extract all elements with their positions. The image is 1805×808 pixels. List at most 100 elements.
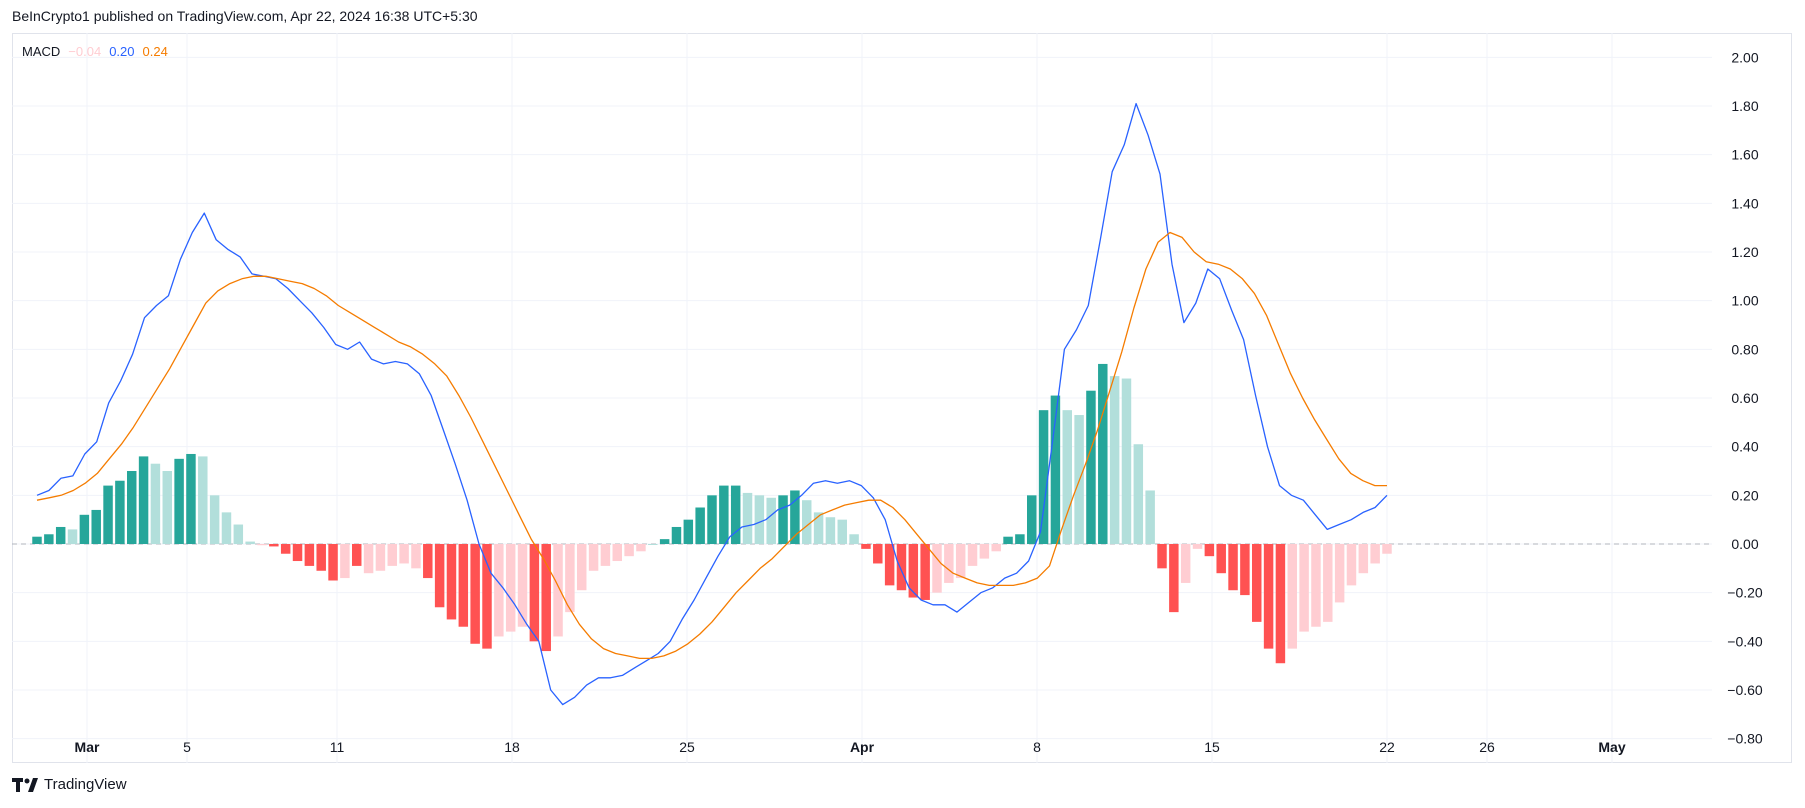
x-tick-label: 22 [1379,739,1395,755]
histogram-bar [825,517,836,544]
histogram-bar [802,500,812,544]
x-tick-label: Apr [850,739,875,755]
histogram-bar [316,544,326,571]
histogram-bar [1098,363,1108,544]
histogram-bar [1180,544,1191,583]
tradingview-logo[interactable]: TradingView [12,776,127,793]
y-tick-label: 1.20 [1731,244,1758,260]
histogram-bar [55,526,66,544]
histogram-bar [813,512,824,544]
histogram-bar [955,544,966,579]
histogram-bar [766,497,776,544]
histogram-bar [1145,490,1155,544]
y-tick-label: 0.20 [1731,487,1758,503]
histogram-bar [1050,395,1061,544]
histogram-bar [1252,544,1262,622]
y-tick-label: 0.80 [1731,341,1758,357]
signal-line [36,231,1387,660]
histogram-bar [245,541,255,544]
histogram-bar [1358,544,1369,574]
y-tick-label: −0.80 [1727,731,1763,747]
x-tick-label: May [1598,739,1625,755]
legend-macd-value: 0.20 [109,44,135,59]
histogram-bar [280,544,291,554]
histogram-bar [577,544,587,591]
histogram-bar [1027,495,1037,544]
macd-line [36,102,1388,706]
histogram-bar [1240,544,1250,596]
histogram-bar [494,544,504,637]
histogram-bar [127,471,137,544]
y-tick-label: 0.00 [1731,536,1758,552]
macd-legend[interactable]: MACD −0.04 0.20 0.24 [22,44,168,59]
histogram-bar [861,544,871,549]
histogram-bar [1263,544,1274,649]
histogram-bar [1204,544,1215,557]
histogram-bar [1287,544,1297,649]
histogram-bar [399,544,409,564]
histogram-bar [908,544,919,598]
histogram-bar [529,544,540,642]
y-tick-label: 2.00 [1731,49,1758,65]
histogram-bar [1370,544,1380,564]
histogram-bar [162,471,172,544]
histogram-bar [659,539,670,544]
histogram-bar [1228,544,1238,591]
histogram-bar [742,492,753,544]
histogram-bar [1382,544,1392,554]
histogram-bar [517,544,528,627]
histogram-bar [363,544,374,574]
histogram-bar [233,524,244,544]
histogram-bar [198,456,208,544]
histogram-bar [505,544,516,632]
histogram-bar [1121,378,1132,544]
histogram-bar [221,512,232,544]
histogram-bar [967,544,978,566]
x-tick-label: 5 [183,739,191,755]
histogram-bar [292,544,303,562]
histogram-bar [588,544,599,571]
histogram-bar [446,544,457,620]
histogram-bar [612,544,622,562]
histogram-bar [411,544,421,569]
histogram-bar [1346,544,1357,586]
histogram-bar [565,544,575,613]
x-tick-label: 25 [679,739,695,755]
x-tick-label: 11 [330,739,345,755]
published-caption: BeInCrypto1 published on TradingView.com… [12,8,478,24]
histogram-bar [79,514,90,544]
histogram-bar [304,544,315,566]
histogram-bar [1015,534,1025,544]
histogram-bar [754,495,765,544]
histogram-bar [636,544,646,552]
histogram-bar [174,458,184,544]
histogram-bar [1157,544,1167,569]
histogram-bar [138,456,149,544]
histogram-bar [1003,536,1013,544]
histogram-bar [849,534,859,544]
histogram-bar [434,544,445,608]
histogram-bar [328,544,338,581]
y-tick-label: 0.60 [1731,390,1758,406]
histogram-bar [1086,390,1096,544]
y-tick-label: 1.80 [1731,98,1758,114]
histogram-bar [884,544,895,586]
histogram-bar [1192,544,1203,549]
x-tick-label: 15 [1204,739,1220,755]
histogram-bar [624,544,634,557]
legend-histogram-value: −0.04 [68,44,102,59]
histogram-bar [707,495,717,544]
histogram-bar [1275,544,1286,664]
x-tick-label: Mar [75,739,100,755]
x-tick-label: 18 [504,739,520,755]
histogram-bar [423,544,433,579]
histogram-bar [671,526,682,544]
histogram-bar [553,544,563,637]
histogram-bar [730,485,741,544]
histogram-bar [1216,544,1226,574]
y-tick-label: 0.40 [1731,439,1758,455]
histogram-bar [269,544,279,547]
histogram-bar [458,544,469,627]
histogram-bar [896,544,907,591]
